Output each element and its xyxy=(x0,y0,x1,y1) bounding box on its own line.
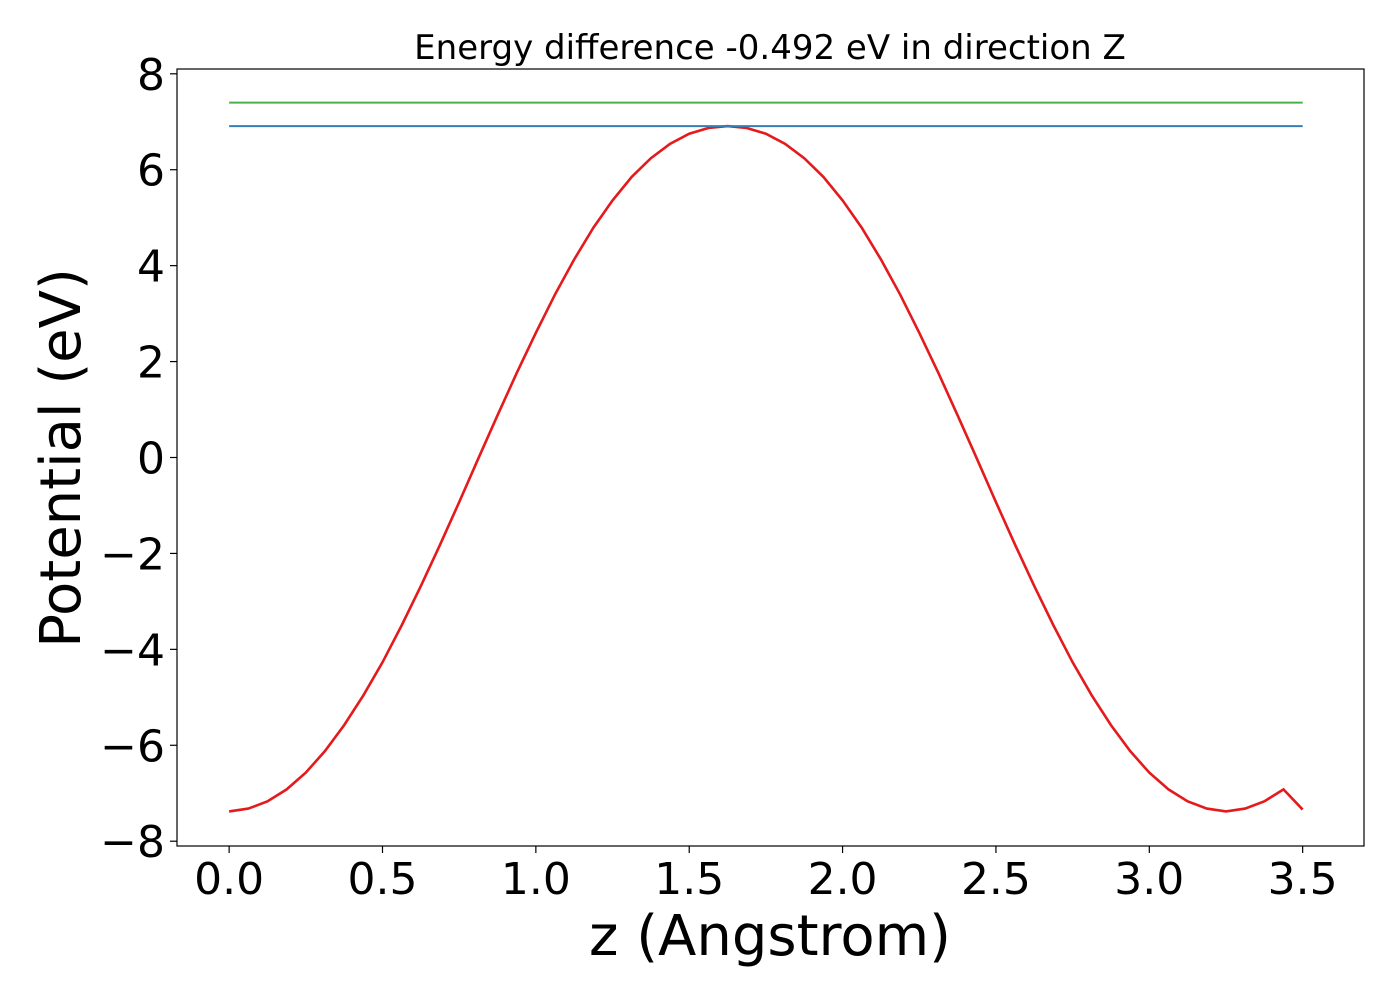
y-tick-label: 2 xyxy=(137,338,165,389)
x-tick-label: 0.0 xyxy=(194,854,264,905)
y-axis-label: Potential (eV) xyxy=(29,268,94,648)
y-tick-label: −4 xyxy=(100,625,165,676)
y-axis: −8 −6 −4 −2 0 2 4 6 8 xyxy=(100,50,177,868)
x-axis-label: z (Angstrom) xyxy=(589,904,951,969)
x-tick-label: 2.0 xyxy=(808,854,878,905)
y-tick-label: −2 xyxy=(100,529,165,580)
x-tick-label: 3.0 xyxy=(1114,854,1184,905)
x-tick-label: 1.0 xyxy=(501,854,571,905)
x-axis: 0.0 0.5 1.0 1.5 2.0 2.5 3.0 3.5 xyxy=(194,846,1338,905)
x-tick-label: 0.5 xyxy=(348,854,418,905)
y-tick-label: −6 xyxy=(100,721,165,772)
series-line-0 xyxy=(228,124,1304,813)
y-tick-label: 4 xyxy=(137,242,165,293)
chart-title: Energy difference -0.492 eV in direction… xyxy=(414,28,1126,68)
y-tick-label: 8 xyxy=(137,50,165,101)
plot-frame xyxy=(176,68,1365,847)
series-layer xyxy=(228,101,1304,813)
x-tick-label: 3.5 xyxy=(1268,854,1338,905)
x-tick-label: 1.5 xyxy=(654,854,724,905)
x-tick-label: 2.5 xyxy=(961,854,1031,905)
y-tick-label: −8 xyxy=(100,817,165,868)
y-tick-label: 6 xyxy=(137,146,165,197)
y-tick-label: 0 xyxy=(137,434,165,485)
